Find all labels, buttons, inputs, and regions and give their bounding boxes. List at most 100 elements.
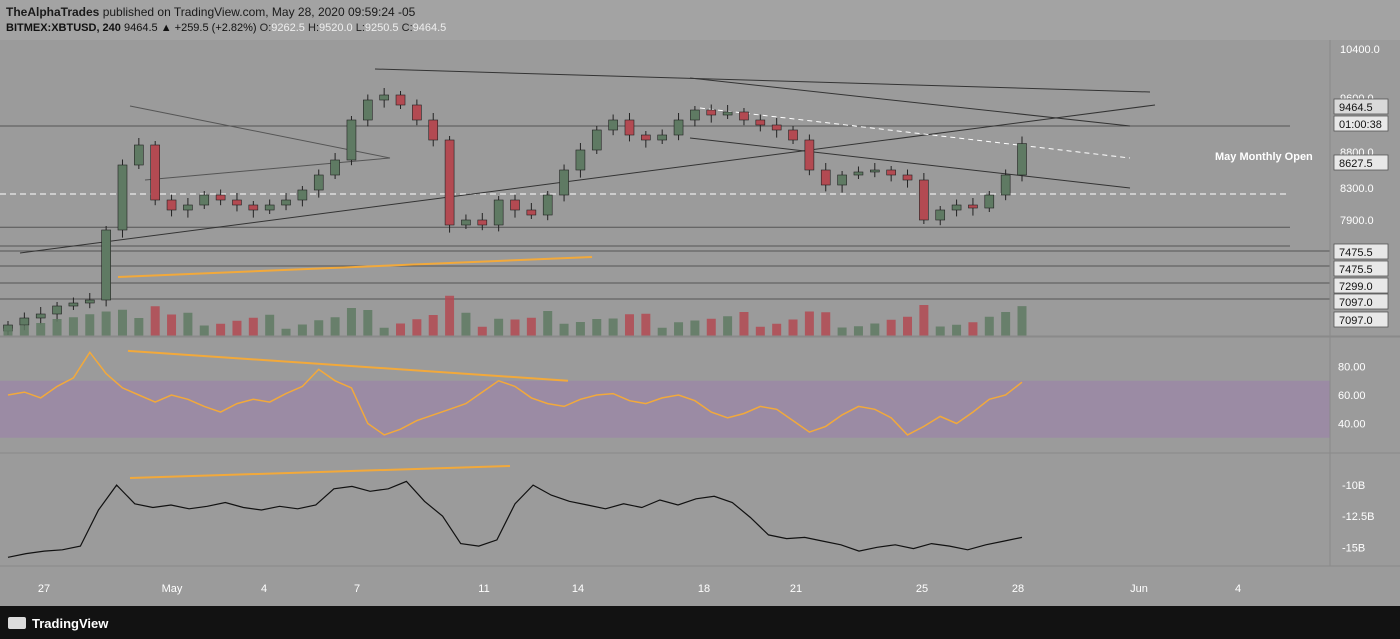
candle-body [919,179,929,221]
candle-body [804,139,815,171]
volume-bar [52,319,62,336]
candle-body [902,174,913,181]
candle-body [575,149,586,171]
volume-bar [412,319,422,336]
open-value: 9262.5 [271,22,305,34]
rsi-tick-label: 80.00 [1338,362,1366,374]
price-label-box [1333,260,1389,277]
candle-body [428,119,439,141]
volume-bar [886,319,896,336]
time-tick-label: 11 [478,583,489,595]
rsi-pane[interactable] [0,349,1330,438]
price-pane[interactable]: May Monthly Open [0,68,1330,335]
chart-canvas[interactable]: May Monthly Open 10400.09600.08800.08300… [0,40,1400,606]
volume-bar [723,316,733,336]
volume-bar [396,323,406,336]
price-change: ▲ +259.5 (+2.82%) [160,22,257,34]
candle-body [968,204,978,209]
time-tick-label: 28 [1012,583,1024,595]
volume-bar [739,312,749,336]
candle-body [706,109,717,116]
rsi-tick-label: 60.00 [1338,390,1366,402]
price-label: 7097.0 [1339,297,1373,309]
candle-body [559,169,569,196]
volume-bar [3,328,13,336]
candle-body [771,124,782,131]
volume-bar [510,319,520,336]
rsi-line [7,350,1023,436]
chart-header: TheAlphaTrades published on TradingView.… [0,0,1400,40]
volume-bar [477,326,487,336]
candle-body [35,313,46,319]
high-label: H: [308,22,319,34]
symbol-label[interactable]: BITMEX:XBTUSD, 240 [6,22,121,34]
volume-bar [674,322,684,336]
volume-bar [984,316,994,336]
volume-bar [641,313,651,336]
candle-body [412,104,422,121]
volume-bar [445,295,455,336]
volume-bar [706,318,716,336]
price-axis[interactable]: 10400.09600.08800.08300.07900.09464.501:… [0,40,1400,567]
time-tick-label: 27 [38,583,50,595]
volume-bar [36,323,46,336]
volume-divergence-line [117,256,593,278]
candle-body [52,305,62,315]
volume-bar [232,320,242,336]
obv-line [7,480,1023,558]
candle-body [722,111,733,116]
price-label: 01:00:38 [1339,119,1382,131]
volume-bar [575,322,585,336]
tradingview-logo[interactable]: TradingView [8,616,108,631]
volume-bar [526,317,536,336]
price-label: 7097.0 [1339,315,1373,327]
volume-bar [167,314,177,336]
candle-body [837,174,847,186]
candle-body [150,144,160,201]
candle-body [1017,143,1027,176]
volume-bar [853,326,863,336]
volume-bar [281,328,291,336]
channel-upper [689,77,1131,127]
candle-body [248,204,259,211]
close-value: 9464.5 [412,22,447,34]
candle-body [820,169,831,186]
candle-body [641,134,651,141]
volume-bar [804,311,814,336]
candle-body [755,119,766,126]
volume-bar [134,318,144,336]
volume-bar [297,324,307,336]
candle-body [215,194,226,201]
candle-body [101,229,111,301]
time-tick-label: 18 [698,583,710,595]
volume-bar [935,326,945,336]
candle-body [444,139,455,226]
volume-bar [821,312,831,336]
volume-bar [772,323,782,336]
price-label: 7475.5 [1339,264,1373,276]
candle-body [739,111,749,121]
volume-bar [183,312,193,336]
time-tick-label: May [162,583,183,595]
volume-bar [379,327,389,336]
candle-body [134,144,144,166]
brand-name: TradingView [32,616,109,631]
author-name[interactable]: TheAlphaTrades [6,5,100,19]
obv-tick-label: -15B [1342,542,1365,554]
candle-body [526,209,537,216]
open-label: O: [259,22,272,34]
price-label-box [1333,293,1389,310]
volume-bar [461,312,471,336]
obv-pane[interactable] [7,465,1023,558]
candle-body [935,209,946,221]
volume-bar [216,323,226,336]
price-label-box [1333,115,1389,132]
volume-bar [755,326,765,336]
candle-body [690,109,700,121]
time-axis[interactable]: 27 May 4 7 11 14 18 21 25 28 Jun 4 [38,583,1241,595]
candle-body [493,199,504,226]
time-tick-label: 14 [572,583,584,595]
volume-bar [690,320,700,336]
time-tick-label: 7 [354,583,360,595]
price-label: 9464.5 [1339,102,1373,114]
